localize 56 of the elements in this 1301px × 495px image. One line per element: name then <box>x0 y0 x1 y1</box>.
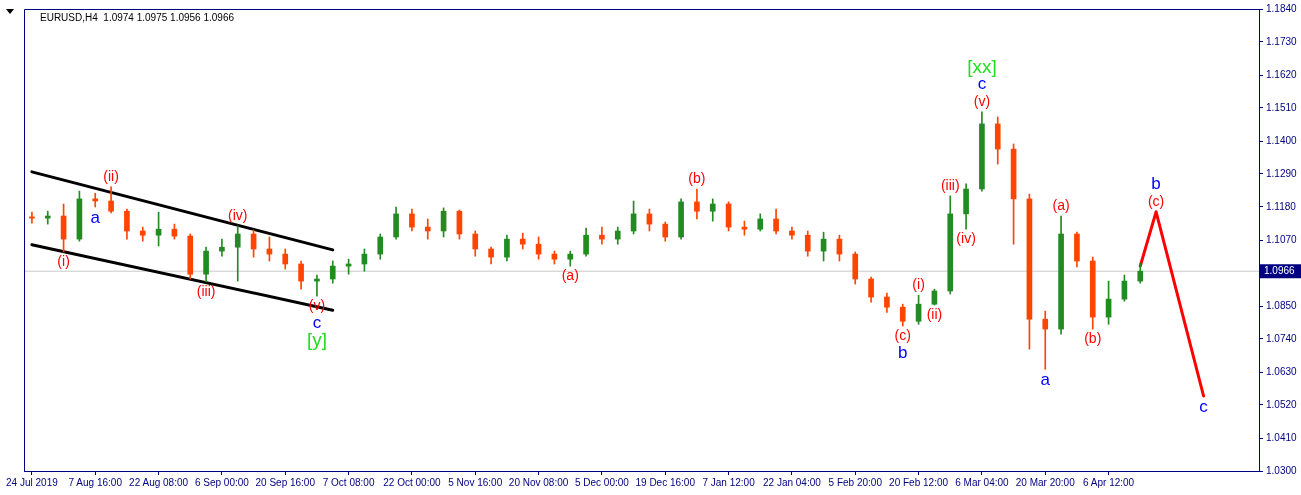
y-tick-label: 1.0520 <box>1266 398 1298 410</box>
y-tick-label: 1.1400 <box>1266 134 1298 146</box>
annotation: (b) <box>688 169 706 186</box>
x-tick-label: 20 Sep 16:00 <box>255 476 316 488</box>
annotation: c <box>1199 397 1209 417</box>
x-tick-label: 5 Nov 16:00 <box>448 476 503 488</box>
x-tick-label: 7 Jan 12:00 <box>702 476 756 488</box>
x-tick-label: 6 Apr 12:00 <box>1083 476 1135 488</box>
y-tick-label: 1.0630 <box>1266 365 1298 377</box>
annotation: a <box>90 208 101 228</box>
x-tick-label: 6 Mar 04:00 <box>955 476 1010 488</box>
annotation: (ii) <box>103 167 119 184</box>
annotation: (a) <box>561 266 579 283</box>
y-tick-label: 1.1840 <box>1266 2 1298 14</box>
x-tick-label: 24 Jul 2019 <box>6 476 59 488</box>
annotation: (iv) <box>956 230 976 247</box>
x-tick-label: 22 Oct 00:00 <box>383 476 441 488</box>
annotation: (iii) <box>940 176 960 193</box>
annotation: (iii) <box>196 282 216 299</box>
annotation: (v) <box>973 92 991 109</box>
x-tick-label: 19 Dec 16:00 <box>635 476 696 488</box>
annotation: (b) <box>1084 329 1102 346</box>
ref-line-label: 1.0966 <box>1264 264 1296 276</box>
annotation: c <box>977 74 987 94</box>
y-tick-label: 1.0850 <box>1266 299 1298 311</box>
x-tick-label: 22 Jan 04:00 <box>763 476 822 488</box>
y-tick-label: 1.0740 <box>1266 332 1298 344</box>
x-tick-label: 7 Oct 08:00 <box>322 476 375 488</box>
y-tick-label: 1.1620 <box>1266 68 1298 80</box>
annotation: b <box>898 343 908 363</box>
y-tick-label: 1.0410 <box>1266 431 1298 443</box>
annotation: (c) <box>894 326 911 343</box>
annotation: [xx] <box>967 55 997 77</box>
y-tick-label: 1.0300 <box>1266 464 1298 476</box>
y-tick-label: 1.1290 <box>1266 167 1298 179</box>
annotation: (c) <box>1147 192 1165 209</box>
annotation: (a) <box>1052 196 1070 213</box>
x-tick-label: 20 Nov 08:00 <box>508 476 569 488</box>
annotation: b <box>1151 173 1161 193</box>
annotation: (i) <box>57 252 70 269</box>
x-tick-label: 20 Feb 12:00 <box>889 476 949 488</box>
x-tick-label: 20 Mar 20:00 <box>1015 476 1076 488</box>
x-tick-label: 5 Dec 00:00 <box>574 476 630 488</box>
annotation: (i) <box>912 276 925 293</box>
annotation: (iv) <box>228 206 248 223</box>
y-tick-label: 1.1180 <box>1266 200 1297 212</box>
y-tick-label: 1.1070 <box>1266 233 1298 245</box>
x-tick-label: 22 Aug 08:00 <box>129 476 189 488</box>
y-tick-label: 1.1730 <box>1266 35 1298 47</box>
x-tick-label: 7 Aug 16:00 <box>68 476 123 488</box>
annotation: (ii) <box>926 305 943 322</box>
y-tick-label: 1.1510 <box>1266 101 1298 113</box>
x-tick-label: 6 Sep 00:00 <box>194 476 250 488</box>
x-tick-label: 5 Feb 20:00 <box>828 476 883 488</box>
chart-title: EURUSD,H4 1.0974 1.0975 1.0956 1.0966 <box>40 11 235 23</box>
annotation: a <box>1040 370 1051 390</box>
